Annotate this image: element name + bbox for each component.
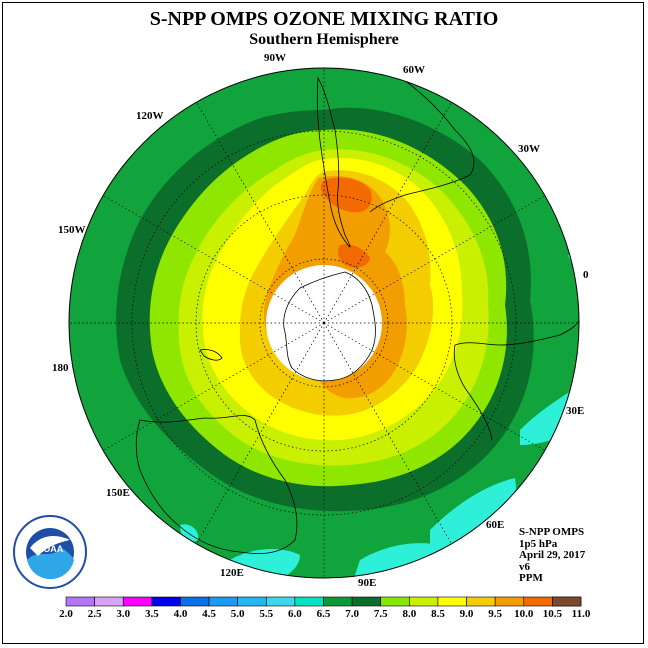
meridian-line xyxy=(323,322,546,451)
colorbar-swatch xyxy=(94,596,124,607)
colorbar-tick-label: 10.0 xyxy=(514,608,534,620)
colorbar-tick-label: 3.0 xyxy=(116,608,130,620)
meridian-line xyxy=(196,322,325,545)
longitude-label: 150W xyxy=(58,224,86,236)
colorbar-tick-label: 7.0 xyxy=(345,608,359,620)
africa-south-coastline xyxy=(453,344,493,441)
colorbar-swatch xyxy=(409,596,439,607)
info-panel: S-NPP OMPS 1p5 hPa April 29, 2017 v6 PPM xyxy=(519,526,586,585)
map-title: S-NPP OMPS OZONE MIXING RATIO xyxy=(149,8,499,30)
colorbar-tick-label: 6.5 xyxy=(317,608,331,620)
colorbar-swatch xyxy=(466,596,496,607)
info-date: April 29, 2017 xyxy=(519,549,586,561)
longitude-label: 180 xyxy=(52,362,69,374)
colorbar-tick-label: 10.5 xyxy=(543,608,563,620)
south-pole-marker xyxy=(322,321,326,325)
coastlines xyxy=(135,69,579,554)
longitude-label: 0 xyxy=(583,269,589,281)
colorbar-swatch xyxy=(437,596,467,607)
colorbar-swatch xyxy=(523,596,553,607)
colorbar-swatch xyxy=(180,596,210,607)
colorbar-tick-label: 4.0 xyxy=(174,608,188,620)
noaa-logo-wave xyxy=(27,548,74,580)
colorbar-swatch xyxy=(351,596,382,607)
colorbar-tick-label: 8.5 xyxy=(431,608,445,620)
meridian-line xyxy=(196,101,325,324)
colorbar-swatch xyxy=(151,596,181,607)
longitude-label: 90W xyxy=(264,52,286,64)
map-subtitle: Southern Hemisphere xyxy=(249,31,399,48)
noaa-logo-bird xyxy=(30,536,70,556)
colorbar-swatch xyxy=(552,596,582,607)
longitude-label: 150E xyxy=(106,487,130,499)
colorbar-swatch xyxy=(208,596,238,607)
colorbar-tick-label: 11.0 xyxy=(572,608,591,620)
colorbar-swatch xyxy=(380,596,410,607)
colorbar-tick-label: 6.0 xyxy=(288,608,302,620)
meridian-line xyxy=(323,322,452,545)
colorbar-tick-label: 2.5 xyxy=(88,608,102,620)
longitude-label: 30W xyxy=(518,143,540,155)
info-version: v6 xyxy=(519,560,530,573)
colorbar-tick-label: 9.0 xyxy=(460,608,474,620)
australia-coastline xyxy=(135,415,298,554)
info-pressure: 1p5 hPa xyxy=(519,537,558,550)
colorbar-tick-label: 5.5 xyxy=(259,608,273,620)
south-america-coastline xyxy=(316,76,351,248)
red-orange-spot xyxy=(337,244,370,268)
ozone-field xyxy=(69,68,579,578)
colorbar-tick-label: 8.0 xyxy=(402,608,416,620)
meridians xyxy=(69,68,579,578)
info-units: PPM xyxy=(519,572,543,584)
cyan-patch-60e xyxy=(430,478,520,561)
south-america-east-coastline xyxy=(369,69,475,213)
info-instrument: S-NPP OMPS xyxy=(519,526,585,538)
colorbar-swatch xyxy=(237,596,267,607)
map-boundary xyxy=(68,67,580,579)
meridian-line xyxy=(323,101,452,324)
colorbar: 2.0 2.5 3.0 3.5 4.0 4.5 5.0 5.5 6.0 6.5 7.0 7.5 8.0 8… xyxy=(59,596,591,620)
longitude-label: 90E xyxy=(358,577,376,589)
antarctica-coastline xyxy=(283,271,376,382)
noaa-logo-text: NOAA xyxy=(37,544,64,554)
colorbar-tick-label: 4.5 xyxy=(202,608,216,620)
longitude-label: 60E xyxy=(486,519,504,531)
colorbar-tick-label: 3.5 xyxy=(145,608,159,620)
africa-coastline xyxy=(454,317,579,346)
longitude-label: 60W xyxy=(403,64,425,76)
noaa-logo: NOAA xyxy=(13,515,87,589)
longitude-label: 30E xyxy=(566,405,584,417)
colorbar-swatch xyxy=(65,596,95,607)
colorbar-swatch xyxy=(494,596,525,607)
meridian-line xyxy=(102,322,325,451)
colorbar-tick-label: 9.5 xyxy=(488,608,502,620)
new-zealand-coastline xyxy=(199,349,223,361)
longitude-label: 120W xyxy=(136,110,164,122)
colorbar-swatch xyxy=(323,596,353,607)
meridian-line xyxy=(323,195,546,324)
cyan-patch-90e xyxy=(350,543,440,578)
longitude-label: 120E xyxy=(220,567,244,579)
longitude-labels: 0 30E 60E 90E 120E 150E 180 150W 120W 90W 60W 30W xyxy=(52,52,589,589)
colorbar-swatch xyxy=(294,596,324,607)
meridian-line xyxy=(102,195,325,324)
colorbar-tick-label: 2.0 xyxy=(59,608,73,620)
red-orange-core xyxy=(320,177,372,213)
colorbar-swatch xyxy=(122,596,153,607)
colorbar-tick-label: 5.0 xyxy=(231,608,245,620)
colorbar-tick-label: 7.5 xyxy=(374,608,388,620)
colorbar-swatch xyxy=(265,596,296,607)
